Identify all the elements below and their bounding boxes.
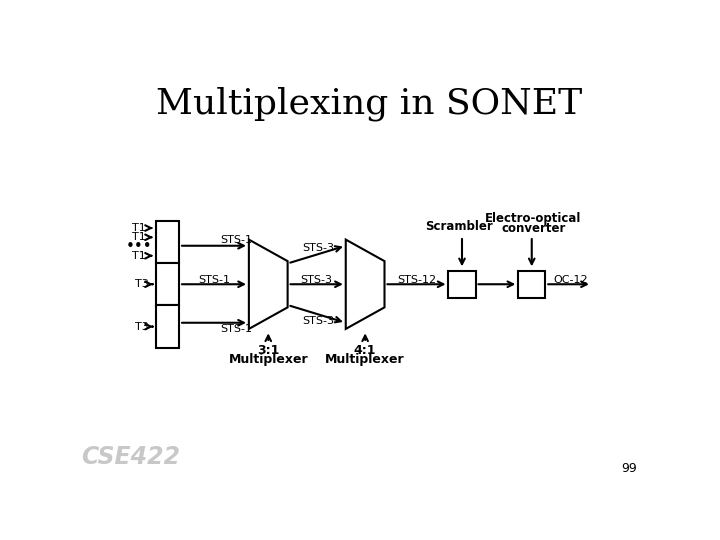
Text: 3:1: 3:1 (257, 344, 279, 357)
Text: STS-3: STS-3 (302, 242, 334, 253)
Text: STS-3: STS-3 (302, 316, 334, 326)
Polygon shape (249, 240, 287, 329)
Text: Multiplexing in SONET: Multiplexing in SONET (156, 86, 582, 120)
Bar (156, 306, 179, 348)
Bar (449, 271, 476, 298)
Text: Electro-optical: Electro-optical (485, 212, 582, 225)
Text: Scrambler: Scrambler (425, 220, 492, 233)
Polygon shape (346, 240, 384, 329)
Text: T3: T3 (135, 322, 149, 332)
Text: T1: T1 (132, 251, 145, 261)
Text: STS-12: STS-12 (397, 275, 436, 285)
Text: •••: ••• (125, 239, 152, 254)
Text: CSE422: CSE422 (81, 446, 180, 469)
Text: STS-3: STS-3 (301, 275, 333, 285)
Text: converter: converter (501, 222, 565, 235)
Text: Multiplexer: Multiplexer (325, 353, 405, 366)
Bar (518, 271, 545, 298)
Text: T3: T3 (135, 279, 149, 289)
Text: 99: 99 (621, 462, 636, 475)
Bar (156, 263, 179, 306)
Text: 4:1: 4:1 (354, 344, 377, 357)
Text: STS-1: STS-1 (198, 275, 230, 285)
Bar (156, 221, 179, 263)
Text: Multiplexer: Multiplexer (228, 353, 308, 366)
Text: OC-12: OC-12 (553, 275, 588, 285)
Text: T1: T1 (132, 232, 145, 242)
Text: STS-1: STS-1 (220, 324, 252, 334)
Text: STS-1: STS-1 (220, 234, 252, 245)
Text: T1: T1 (132, 223, 145, 233)
